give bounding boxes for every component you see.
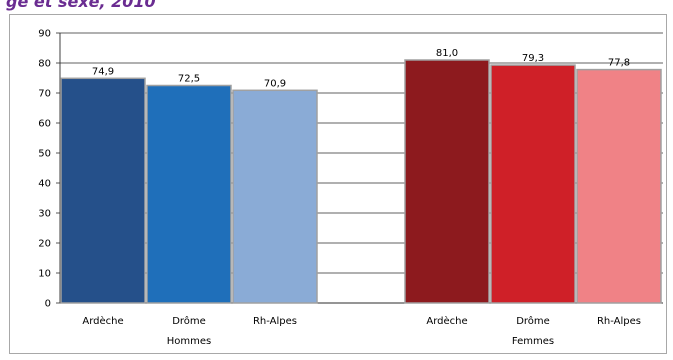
data-label-femmes-2: 77,8 [608,58,630,69]
bar-femmes-1 [491,65,575,303]
data-label-femmes-1: 79,3 [522,53,544,64]
y-tick-label-30: 30 [38,209,51,220]
bar-hommes-1 [147,86,231,304]
category-label-femmes-1: Drôme [516,315,550,327]
bar-hommes-0 [61,78,145,303]
bar-femmes-0 [405,60,489,303]
bars [61,60,661,303]
y-tick-label-90: 90 [38,29,51,40]
bar-femmes-2 [577,70,661,303]
data-label-hommes-2: 70,9 [264,78,286,89]
category-label-hommes-0: Ardèche [82,315,123,327]
bar-hommes-2 [233,90,317,303]
y-tick-label-40: 40 [38,179,51,190]
category-label-femmes-2: Rh-Alpes [597,316,641,327]
category-label-hommes-2: Rh-Alpes [253,316,297,327]
y-tick-label-80: 80 [38,59,51,70]
category-label-femmes-0: Ardèche [426,315,467,327]
group-label-femmes: Femmes [512,336,554,347]
data-label-hommes-0: 74,9 [92,66,114,77]
y-tick-label-70: 70 [38,89,51,100]
y-tick-label-20: 20 [38,239,51,250]
y-tick-label-50: 50 [38,149,51,160]
y-tick-label-0: 0 [45,299,51,310]
y-tick-label-10: 10 [38,269,51,280]
data-label-femmes-0: 81,0 [436,48,458,59]
data-label-hommes-1: 72,5 [178,74,200,85]
category-labels: Ardèche Drôme Rh-Alpes Hommes Ardèche Drôme Rh… [82,315,641,347]
group-label-hommes: Hommes [167,336,211,347]
y-tick-label-60: 60 [38,119,51,130]
category-label-hommes-1: Drôme [172,315,206,327]
y-axis-ticks: 0 10 20 30 40 50 60 70 80 90 [38,29,60,310]
